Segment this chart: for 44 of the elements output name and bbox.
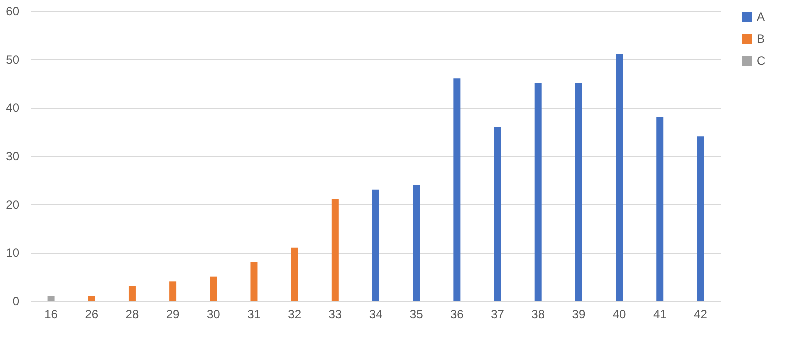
legend-label: C: [757, 54, 766, 68]
x-tick-label: 36: [450, 308, 464, 322]
bar: [494, 127, 502, 301]
x-tick-label: 31: [248, 308, 262, 322]
bar: [291, 248, 298, 301]
y-tick-label: 30: [6, 150, 20, 164]
bar: [332, 200, 339, 301]
x-tick-label: 28: [126, 308, 140, 322]
x-tick-label: 26: [85, 308, 99, 322]
y-tick-label: 60: [6, 4, 20, 18]
y-tick-label: 0: [12, 294, 20, 308]
x-tick-label: 40: [612, 308, 627, 322]
bar: [656, 117, 664, 301]
x-tick-label: 33: [328, 308, 342, 322]
bar: [88, 296, 96, 301]
x-tick-label: 35: [410, 308, 424, 322]
y-tick-label: 40: [6, 101, 20, 116]
bar: [48, 296, 55, 301]
bar: [170, 282, 177, 301]
legend-label: B: [757, 32, 766, 46]
bar: [372, 190, 380, 301]
y-tick-label: 20: [6, 198, 20, 212]
legend-label: A: [757, 10, 766, 24]
x-tick-label: 30: [206, 308, 221, 322]
x-tick-label: 39: [572, 308, 586, 322]
x-tick-label: 37: [491, 308, 505, 322]
x-tick-label: 38: [532, 308, 546, 322]
x-tick-label: 42: [694, 308, 708, 322]
x-tick-label: 34: [369, 308, 383, 322]
y-tick-label: 10: [6, 246, 20, 260]
bar: [210, 276, 218, 301]
bar: [697, 136, 704, 301]
x-tick-label: 41: [653, 308, 668, 322]
x-tick-label: 29: [166, 308, 180, 322]
x-tick-label: 32: [288, 308, 302, 322]
bar: [575, 84, 582, 301]
bar: [454, 78, 461, 301]
bar: [413, 185, 420, 301]
bar: [250, 262, 258, 301]
bar: [534, 84, 542, 301]
bar: [616, 54, 624, 301]
bar: [128, 286, 136, 301]
y-tick-label: 50: [6, 52, 20, 67]
x-tick-label: 16: [44, 308, 58, 322]
